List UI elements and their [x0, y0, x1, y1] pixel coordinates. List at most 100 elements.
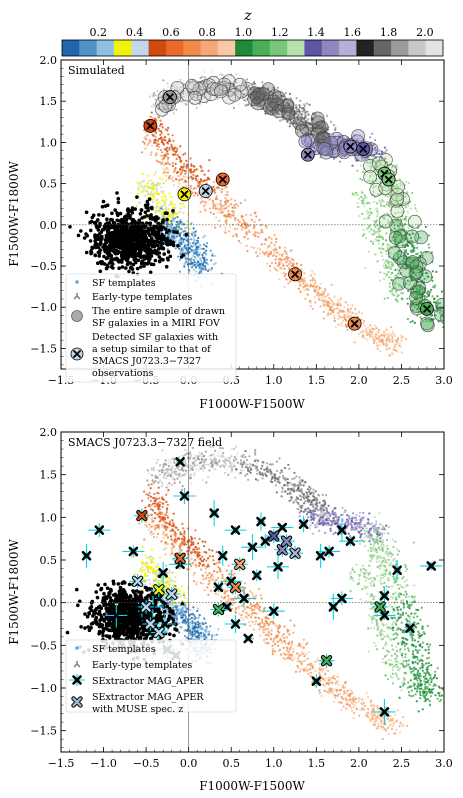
- sf-template-point: [234, 218, 237, 222]
- sf-template-point: [184, 152, 187, 155]
- sf-template-point: [162, 168, 165, 171]
- sf-template-point: [182, 153, 185, 156]
- sf-template-point: [185, 94, 188, 97]
- sf-template-point: [208, 548, 211, 551]
- sf-template-point: [395, 164, 398, 167]
- early-type-template-point: [97, 254, 101, 258]
- sf-template-point: [180, 236, 183, 240]
- sf-template-point: [295, 262, 299, 265]
- sf-template-point: [372, 219, 375, 222]
- sf-template-point: [414, 207, 417, 210]
- x-tick-label: 2.5: [393, 374, 411, 387]
- sf-template-point: [416, 246, 419, 249]
- sf-template-point: [361, 212, 364, 215]
- sf-template-point: [337, 323, 340, 326]
- sf-template-point: [241, 222, 244, 225]
- sf-template-point: [194, 529, 197, 532]
- sf-template-point: [183, 246, 186, 249]
- sf-template-point: [194, 243, 197, 246]
- sf-template-point: [285, 278, 288, 281]
- sf-template-point: [166, 171, 170, 174]
- sf-template-point: [166, 82, 169, 85]
- colorbar-tick-label: 1.8: [380, 26, 398, 39]
- early-type-template-point: [138, 254, 142, 258]
- sf-template-point: [268, 264, 271, 268]
- sf-template-point: [278, 253, 281, 256]
- colorbar-segments: [62, 40, 444, 56]
- sf-template-point: [185, 165, 188, 168]
- early-type-template-point: [112, 236, 116, 241]
- sf-template-point: [372, 240, 375, 243]
- sf-template-point: [151, 133, 154, 136]
- sf-template-point: [332, 153, 335, 156]
- sf-template-point: [390, 333, 393, 336]
- early-type-template-point: [151, 239, 156, 243]
- sf-template-point: [378, 236, 381, 239]
- sf-template-point: [311, 270, 314, 273]
- sf-template-point: [382, 343, 385, 346]
- sf-template-point: [159, 93, 162, 96]
- sf-template-point: [406, 318, 409, 321]
- sf-template-point: [369, 240, 373, 243]
- sf-template-point: [227, 564, 230, 567]
- early-type-template-point: [88, 239, 93, 243]
- sf-template-point: [179, 156, 182, 159]
- sf-template-point: [193, 252, 196, 255]
- sf-template-point: [192, 250, 195, 253]
- sf-template-point: [181, 202, 184, 205]
- sf-template-point: [216, 571, 219, 574]
- sf-template-point: [160, 132, 163, 135]
- sf-template-point: [146, 193, 149, 196]
- sf-template-point: [385, 328, 388, 331]
- sf-template-point: [330, 283, 333, 286]
- sf-template-point: [357, 332, 360, 335]
- sf-template-point: [196, 253, 199, 256]
- sf-template-point: [243, 98, 246, 101]
- sf-template-point: [366, 333, 369, 337]
- sf-template-point: [409, 207, 412, 210]
- sf-template-point: [334, 152, 337, 156]
- sf-template-point: [170, 216, 173, 219]
- sf-template-point: [357, 197, 361, 200]
- sf-template-point: [206, 269, 210, 272]
- sf-template-point: [306, 110, 309, 113]
- early-type-template-point: [105, 217, 109, 221]
- sf-template-point: [321, 299, 324, 302]
- colorbar-tick-label: 2.0: [416, 26, 434, 39]
- sf-template-point: [150, 144, 154, 147]
- sf-template-point: [151, 200, 154, 204]
- sf-template-point: [349, 307, 352, 310]
- sf-template-point: [299, 99, 302, 102]
- sf-template-point: [339, 309, 342, 312]
- sf-template-point: [390, 291, 393, 294]
- sf-template-point: [364, 267, 367, 270]
- sf-template-point: [190, 244, 193, 248]
- sf-template-point: [188, 169, 191, 172]
- drawn-sf-galaxy: [281, 107, 296, 121]
- sf-template-point: [172, 149, 175, 152]
- sf-template-point: [381, 237, 385, 241]
- sf-template-point: [396, 166, 399, 169]
- sf-template-point: [341, 319, 345, 322]
- sf-template-point: [243, 222, 246, 225]
- drawn-sf-galaxy: [407, 214, 422, 229]
- sf-template-point: [290, 261, 293, 264]
- sf-template-point: [214, 226, 217, 229]
- sf-template-point: [179, 173, 182, 176]
- sf-template-point: [152, 92, 155, 95]
- sf-template-point: [198, 180, 201, 183]
- sf-template-point: [174, 169, 177, 173]
- sf-template-point: [204, 179, 207, 182]
- sf-template-point: [394, 343, 397, 346]
- sf-template-point: [212, 212, 215, 216]
- sf-template-point: [171, 153, 174, 156]
- sf-template-point: [405, 251, 408, 254]
- sf-template-point: [307, 143, 310, 146]
- sf-template-point: [196, 246, 199, 249]
- sf-template-point: [203, 268, 206, 271]
- sf-template-point: [194, 186, 197, 190]
- sf-template-point: [365, 217, 368, 220]
- early-type-template-point: [166, 258, 170, 262]
- sf-template-point: [427, 243, 430, 246]
- sf-template-point: [298, 104, 301, 107]
